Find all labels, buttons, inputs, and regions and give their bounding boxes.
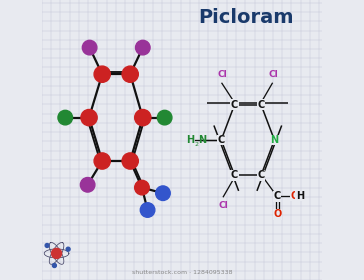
Text: Cl: Cl [269, 70, 278, 79]
Circle shape [81, 109, 97, 126]
Circle shape [52, 263, 56, 267]
Circle shape [156, 186, 170, 200]
Text: N: N [198, 135, 206, 145]
Text: C: C [274, 191, 281, 201]
Circle shape [135, 40, 150, 55]
Text: O: O [273, 209, 281, 219]
Circle shape [82, 40, 97, 55]
Circle shape [94, 153, 110, 169]
Circle shape [66, 247, 70, 251]
Text: N: N [270, 135, 278, 145]
Circle shape [80, 178, 95, 192]
Text: H: H [296, 191, 304, 201]
Text: shutterstock.com · 1284095338: shutterstock.com · 1284095338 [132, 270, 232, 275]
Circle shape [135, 109, 151, 126]
Text: C: C [257, 100, 265, 110]
Circle shape [45, 244, 49, 248]
Text: Picloram: Picloram [199, 8, 294, 27]
Circle shape [140, 203, 155, 217]
Text: 2: 2 [194, 142, 198, 147]
Text: H: H [186, 135, 194, 145]
Text: Cl: Cl [217, 70, 227, 79]
Circle shape [122, 153, 138, 169]
Circle shape [157, 110, 172, 125]
Circle shape [58, 110, 72, 125]
Text: O: O [290, 191, 298, 201]
Text: C: C [257, 170, 265, 180]
Circle shape [135, 180, 149, 195]
Text: Cl: Cl [218, 201, 228, 210]
Circle shape [52, 248, 62, 258]
Text: C: C [218, 135, 225, 145]
Text: C: C [231, 170, 238, 180]
Circle shape [94, 66, 110, 82]
Circle shape [122, 66, 138, 82]
Text: C: C [231, 100, 238, 110]
